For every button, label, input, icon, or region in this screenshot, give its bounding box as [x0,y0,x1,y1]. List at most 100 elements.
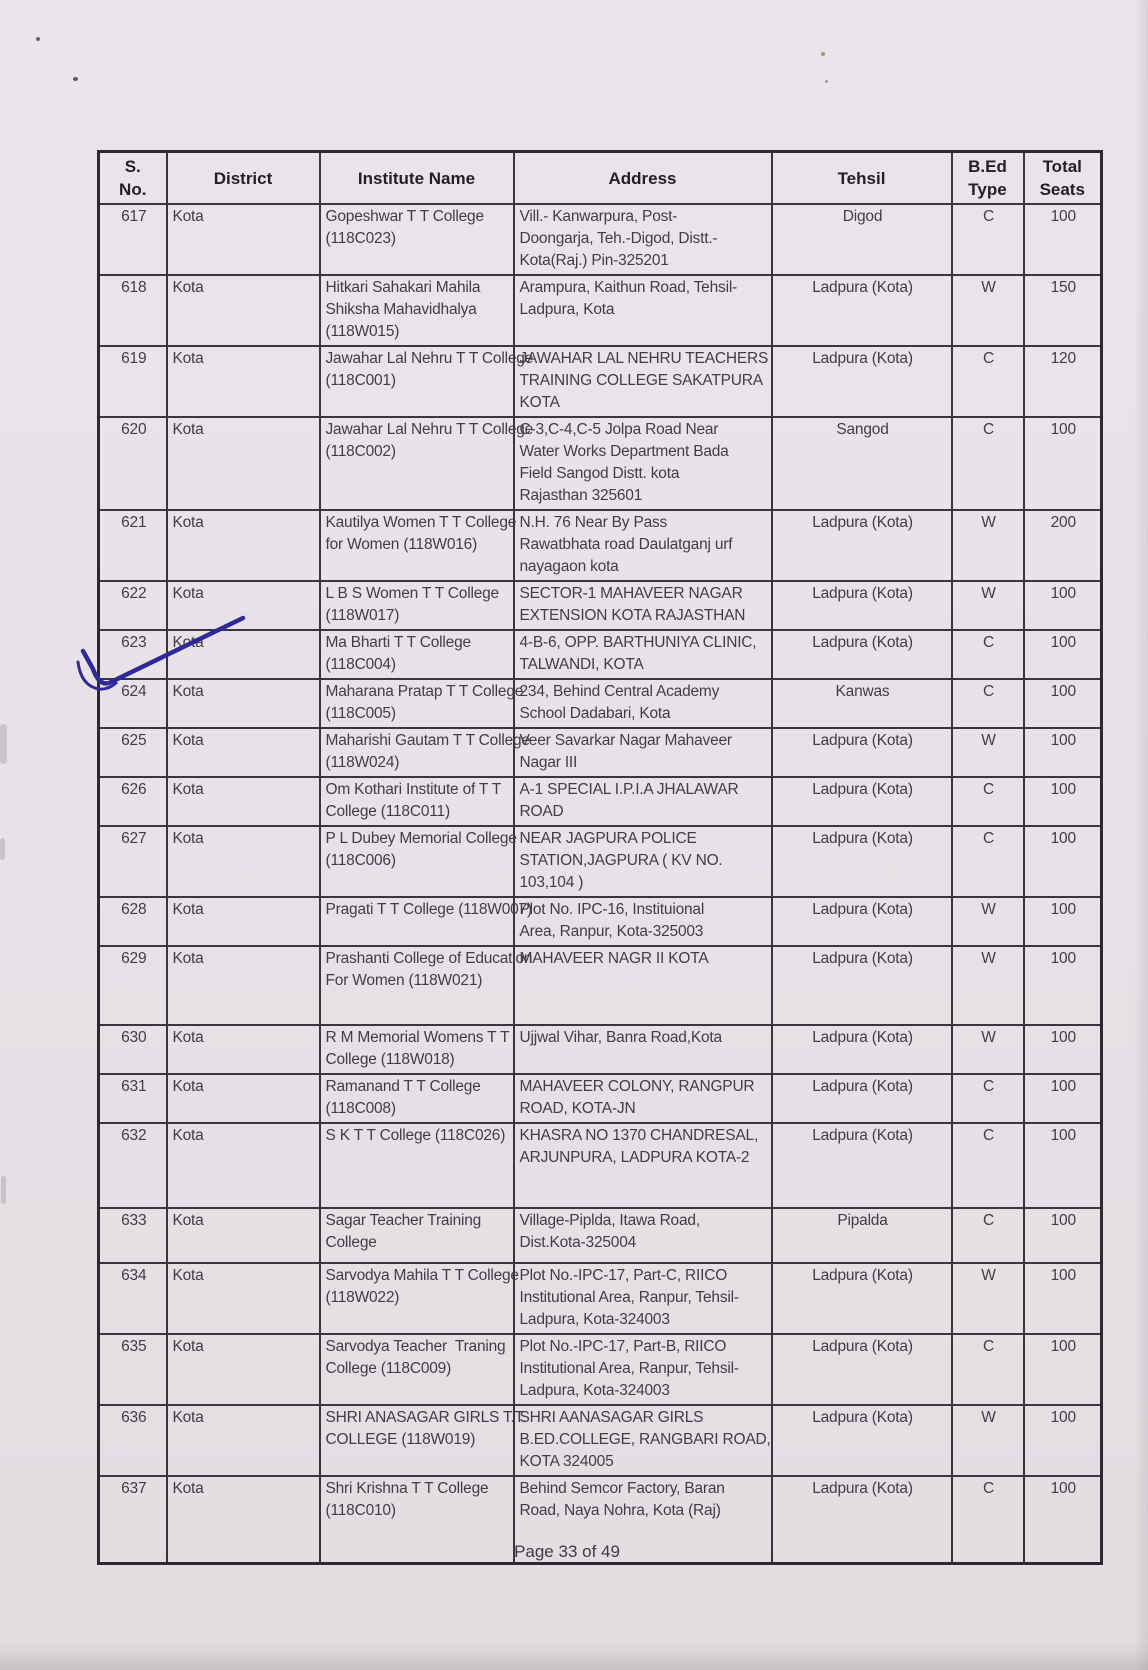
cell-address: C-3,C-4,C-5 Jolpa Road Near Water Works … [512,416,773,511]
cell-total-seats: 120 [1022,345,1103,418]
cell-tehsil: Ladpura (Kota) [770,1122,953,1209]
table-row: 629 Kota Prashanti College of Education … [97,945,1103,1026]
cell-bed-type: W [950,945,1025,1026]
table-row: 633 Kota Sagar Teacher Training College … [97,1207,1103,1264]
cell-institute: Sarvodya Teacher Traning College (118C00… [318,1333,515,1406]
cell-sno: 633 [97,1207,168,1264]
table-row: 624 Kota Maharana Pratap T T College (11… [97,678,1103,729]
cell-district: Kota [165,1262,321,1335]
institute-table-body: 617 Kota Gopeshwar T T College (118C023)… [97,203,1103,1565]
cell-total-seats: 100 [1022,203,1103,276]
institute-table: S. No. District Institute Name Address T… [97,150,1103,1565]
cell-bed-type: C [950,345,1025,418]
cell-sno: 621 [97,509,168,582]
cell-district: Kota [165,1073,321,1124]
cell-tehsil: Ladpura (Kota) [770,274,953,347]
cell-address: 234, Behind Central Academy School Dadab… [512,678,773,729]
table-row: 619 Kota Jawahar Lal Nehru T T College (… [97,345,1103,418]
column-header-tehsil: Tehsil [770,150,953,205]
cell-institute: Sarvodya Mahila T T College (118W022) [318,1262,519,1335]
cell-institute: S K T T College (118C026) [318,1122,515,1209]
cell-total-seats: 100 [1022,629,1103,680]
cell-institute: R M Memorial Womens T T College (118W018… [318,1024,515,1075]
cell-sno: 628 [97,896,168,947]
cell-institute: SHRI ANASAGAR GIRLS T.T. COLLEGE (118W01… [318,1404,526,1477]
cell-tehsil: Ladpura (Kota) [770,509,953,582]
cell-tehsil: Digod [770,203,953,276]
cell-bed-type: C [950,1073,1025,1124]
cell-address: Plot No. IPC-16, Instituional Area, Ranp… [512,896,773,947]
column-header-total-seats: Total Seats [1022,150,1103,205]
cell-sno: 634 [97,1262,168,1335]
cell-institute: Ramanand T T College (118C008) [318,1073,515,1124]
cell-address: Vill.- Kanwarpura, Post- Doongarja, Teh.… [512,203,773,276]
cell-sno: 627 [97,825,168,898]
cell-district: Kota [165,1475,321,1565]
cell-bed-type: C [950,1475,1025,1565]
cell-bed-type: C [950,1333,1025,1406]
cell-tehsil: Ladpura (Kota) [770,629,953,680]
cell-address: N.H. 76 Near By Pass Rawatbhata road Dau… [512,509,773,582]
cell-district: Kota [165,1333,321,1406]
cell-address: Plot No.-IPC-17, Part-C, RIICO Instituti… [512,1262,773,1335]
cell-address: Behind Semcor Factory, Baran Road, Naya … [512,1475,773,1565]
cell-sno: 622 [97,580,168,631]
cell-bed-type: C [950,416,1025,511]
cell-institute: L B S Women T T College (118W017) [318,580,515,631]
cell-district: Kota [165,945,321,1026]
cell-tehsil: Ladpura (Kota) [770,945,953,1026]
cell-tehsil: Pipalda [770,1207,953,1264]
cell-bed-type: C [950,678,1025,729]
cell-sno: 636 [97,1404,168,1477]
cell-district: Kota [165,776,321,827]
cell-total-seats: 100 [1022,825,1103,898]
cell-sno: 619 [97,345,168,418]
cell-institute: P L Dubey Memorial College (118C006) [318,825,517,898]
cell-address: MAHAVEER COLONY, RANGPUR ROAD, KOTA-JN [512,1073,773,1124]
table-row: 620 Kota Jawahar Lal Nehru T T College (… [97,416,1103,511]
cell-district: Kota [165,629,321,680]
cell-total-seats: 100 [1022,1073,1103,1124]
cell-tehsil: Ladpura (Kota) [770,1024,953,1075]
cell-district: Kota [165,1122,321,1209]
cell-address: Veer Savarkar Nagar Mahaveer Nagar III [512,727,773,778]
column-header-bed-type: B.Ed Type [950,150,1025,205]
cell-sno: 630 [97,1024,168,1075]
cell-address: MAHAVEER NAGR II KOTA [512,945,773,1026]
cell-bed-type: W [950,1404,1025,1477]
table-row: 630 Kota R M Memorial Womens T T College… [97,1024,1103,1075]
cell-tehsil: Ladpura (Kota) [770,1404,953,1477]
cell-tehsil: Ladpura (Kota) [770,1475,953,1565]
table-row: 621 Kota Kautilya Women T T College for … [97,509,1103,582]
cell-institute: Jawahar Lal Nehru T T College (118C002) [318,416,533,511]
table-row: 637 Kota Shri Krishna T T College (118C0… [97,1475,1103,1565]
cell-sno: 625 [97,727,168,778]
cell-total-seats: 100 [1022,727,1103,778]
table-row: 631 Kota Ramanand T T College (118C008) … [97,1073,1103,1124]
cell-tehsil: Sangod [770,416,953,511]
cell-total-seats: 100 [1022,1262,1103,1335]
cell-district: Kota [165,678,321,729]
cell-address: NEAR JAGPURA POLICE STATION,JAGPURA ( KV… [512,825,773,898]
cell-address: SECTOR-1 MAHAVEER NAGAR EXTENSION KOTA R… [512,580,773,631]
cell-tehsil: Ladpura (Kota) [770,580,953,631]
cell-sno: 618 [97,274,168,347]
table-row: 632 Kota S K T T College (118C026) KHASR… [97,1122,1103,1209]
column-header-sno: S. No. [97,150,168,205]
cell-tehsil: Ladpura (Kota) [770,1073,953,1124]
cell-institute: Gopeshwar T T College (118C023) [318,203,515,276]
cell-bed-type: W [950,1262,1025,1335]
scan-edge-shadow [0,1644,1148,1670]
cell-total-seats: 100 [1022,1207,1103,1264]
cell-district: Kota [165,203,321,276]
scan-edge-shadow [1134,0,1148,1670]
cell-sno: 620 [97,416,168,511]
column-header-institute: Institute Name [318,150,515,205]
table-row: 627 Kota P L Dubey Memorial College (118… [97,825,1103,898]
cell-address: KHASRA NO 1370 CHANDRESAL, ARJUNPURA, LA… [512,1122,773,1209]
cell-address: Ujjwal Vihar, Banra Road,Kota [512,1024,773,1075]
cell-total-seats: 100 [1022,776,1103,827]
cell-sno: 635 [97,1333,168,1406]
cell-tehsil: Ladpura (Kota) [770,776,953,827]
